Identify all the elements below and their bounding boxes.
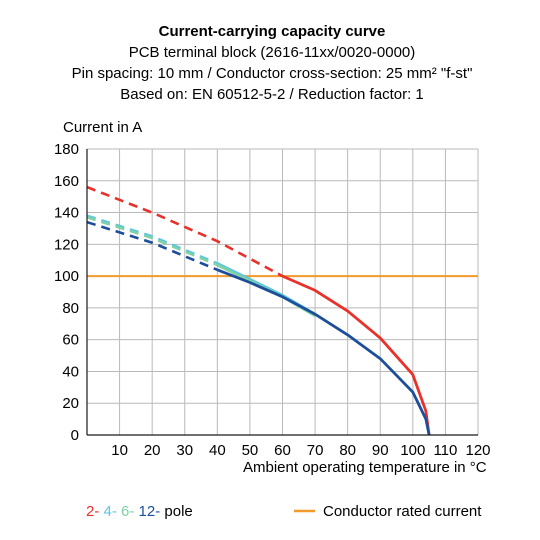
y-tick-60: 60 — [62, 332, 79, 349]
legend: 2- 4- 6- 12- pole Conductor rated curren… — [86, 503, 482, 520]
series-2-pole-dashed — [86, 185, 284, 278]
y-tick-120: 120 — [54, 236, 79, 253]
y-tick-0: 0 — [71, 427, 79, 444]
x-tick-60: 60 — [274, 442, 291, 459]
legend-pole-12: 12- — [139, 503, 161, 520]
legend-pole-4: 4- — [104, 503, 117, 520]
series-12-pole-solid — [216, 268, 431, 436]
axes-group — [86, 149, 478, 436]
y-tick-40: 40 — [62, 363, 79, 380]
x-tick-40: 40 — [209, 442, 226, 459]
series-12-pole-dashed — [86, 220, 218, 272]
x-tick-120: 120 — [465, 442, 490, 459]
series-6-pole-dashed — [86, 216, 218, 267]
x-axis-label: Ambient operating temperature in °C — [243, 459, 487, 476]
chart-titles: Current-carrying capacity curve PCB term… — [72, 23, 473, 103]
series-2-pole-solid — [281, 274, 431, 436]
y-tick-20: 20 — [62, 395, 79, 412]
x-tick-50: 50 — [242, 442, 259, 459]
y-tick-100: 100 — [54, 268, 79, 285]
x-tick-90: 90 — [372, 442, 389, 459]
x-tick-110: 110 — [433, 442, 457, 459]
legend-pole-suffix: pole — [164, 503, 192, 520]
x-tick-70: 70 — [307, 442, 324, 459]
x-tick-80: 80 — [339, 442, 356, 459]
legend-pole-6: 6- — [121, 503, 134, 520]
chart-subtitle-1: PCB terminal block (2616-11xx/0020-0000) — [129, 44, 416, 61]
legend-poles: 2- 4- 6- 12- pole — [86, 503, 193, 520]
series-group — [86, 185, 431, 436]
x-tick-100: 100 — [400, 442, 425, 459]
y-tick-140: 140 — [54, 205, 79, 222]
chart-subtitle-3: Based on: EN 60512-5-2 / Reduction facto… — [120, 86, 424, 103]
x-tick-10: 10 — [111, 442, 128, 459]
y-axis-label: Current in A — [63, 119, 142, 136]
legend-pole-2: 2- — [86, 503, 99, 520]
chart-title: Current-carrying capacity curve — [159, 23, 386, 40]
tick-labels: 0 20 40 60 80 100 120 140 160 180 10 20 30 40 50 60 70 80… — [54, 141, 491, 459]
x-tick-20: 20 — [144, 442, 161, 459]
y-tick-80: 80 — [62, 300, 79, 317]
series-4-pole-dashed — [86, 214, 218, 265]
legend-rated-label: Conductor rated current — [323, 503, 482, 520]
chart-subtitle-2: Pin spacing: 10 mm / Conductor cross-sec… — [72, 65, 473, 82]
y-tick-180: 180 — [54, 141, 79, 158]
x-tick-30: 30 — [176, 442, 193, 459]
y-tick-160: 160 — [54, 173, 79, 190]
